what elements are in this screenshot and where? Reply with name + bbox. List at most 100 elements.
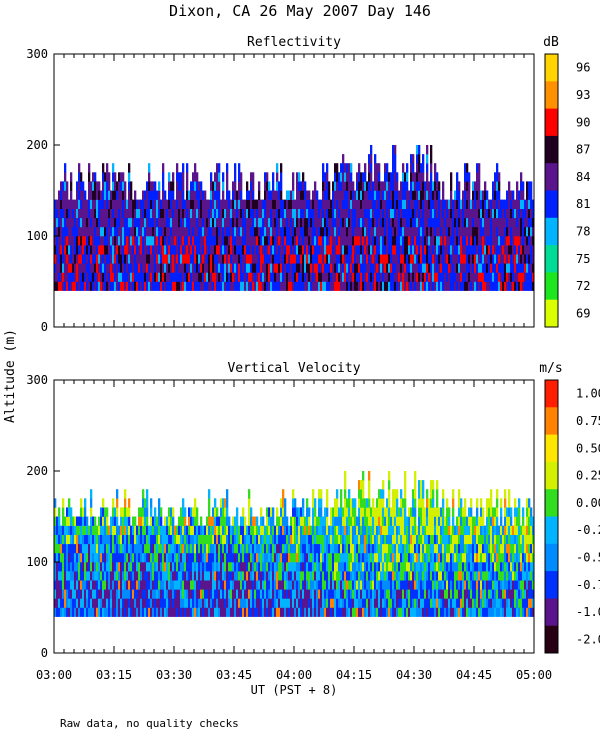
heatmap-cell bbox=[234, 571, 236, 580]
heatmap-cell bbox=[346, 598, 348, 607]
heatmap-cell bbox=[204, 282, 206, 291]
heatmap-cell bbox=[176, 218, 178, 227]
heatmap-cell bbox=[444, 282, 446, 291]
heatmap-cell bbox=[192, 580, 194, 589]
heatmap-cell bbox=[344, 163, 346, 172]
heatmap-cell bbox=[216, 589, 218, 598]
heatmap-cell bbox=[118, 553, 120, 562]
heatmap-cell bbox=[94, 608, 96, 617]
heatmap-cell bbox=[228, 209, 230, 218]
heatmap-cell bbox=[336, 608, 338, 617]
heatmap-cell bbox=[288, 191, 290, 200]
heatmap-cell bbox=[370, 562, 372, 571]
heatmap-cell bbox=[198, 553, 200, 562]
heatmap-cell bbox=[234, 589, 236, 598]
heatmap-cell bbox=[268, 589, 270, 598]
heatmap-cell bbox=[278, 218, 280, 227]
heatmap-cell bbox=[186, 562, 188, 571]
heatmap-cell bbox=[226, 535, 228, 544]
heatmap-cell bbox=[490, 282, 492, 291]
heatmap-cell bbox=[152, 553, 154, 562]
heatmap-cell bbox=[478, 227, 480, 236]
heatmap-cell bbox=[80, 181, 82, 190]
heatmap-cell bbox=[324, 172, 326, 181]
heatmap-cell bbox=[528, 209, 530, 218]
heatmap-cell bbox=[168, 507, 170, 516]
heatmap-cell bbox=[366, 562, 368, 571]
heatmap-cell bbox=[200, 209, 202, 218]
heatmap-cell bbox=[324, 535, 326, 544]
heatmap-cell bbox=[244, 272, 246, 281]
heatmap-cell bbox=[300, 254, 302, 263]
heatmap-cell bbox=[324, 589, 326, 598]
heatmap-cell bbox=[326, 254, 328, 263]
heatmap-cell bbox=[240, 181, 242, 190]
heatmap-cell bbox=[234, 172, 236, 181]
heatmap-cell bbox=[192, 589, 194, 598]
heatmap-cell bbox=[424, 218, 426, 227]
heatmap-cell bbox=[66, 580, 68, 589]
heatmap-cell bbox=[212, 553, 214, 562]
heatmap-cell bbox=[226, 200, 228, 209]
heatmap-cell bbox=[108, 598, 110, 607]
heatmap-cell bbox=[314, 598, 316, 607]
heatmap-cell bbox=[300, 580, 302, 589]
heatmap-cell bbox=[92, 562, 94, 571]
heatmap-cell bbox=[312, 489, 314, 498]
heatmap-cell bbox=[206, 535, 208, 544]
heatmap-cell bbox=[224, 272, 226, 281]
heatmap-cell bbox=[250, 200, 252, 209]
heatmap-cell bbox=[144, 263, 146, 272]
heatmap-cell bbox=[56, 263, 58, 272]
heatmap-cell bbox=[126, 526, 128, 535]
heatmap-cell bbox=[186, 553, 188, 562]
heatmap-cell bbox=[326, 571, 328, 580]
heatmap-cell bbox=[234, 553, 236, 562]
heatmap-cell bbox=[242, 589, 244, 598]
heatmap-cell bbox=[368, 272, 370, 281]
heatmap-cell bbox=[132, 282, 134, 291]
heatmap-cell bbox=[350, 598, 352, 607]
heatmap-cell bbox=[198, 272, 200, 281]
heatmap-cell bbox=[342, 544, 344, 553]
heatmap-cell bbox=[250, 218, 252, 227]
heatmap-cell bbox=[518, 200, 520, 209]
heatmap-cell bbox=[214, 272, 216, 281]
heatmap-cell bbox=[194, 282, 196, 291]
heatmap-cell bbox=[130, 562, 132, 571]
heatmap-cell bbox=[448, 218, 450, 227]
heatmap-cell bbox=[116, 254, 118, 263]
heatmap-cell bbox=[498, 236, 500, 245]
heatmap-cell bbox=[380, 263, 382, 272]
heatmap-cell bbox=[58, 544, 60, 553]
heatmap-cell bbox=[418, 236, 420, 245]
heatmap-cell bbox=[438, 181, 440, 190]
heatmap-cell bbox=[510, 209, 512, 218]
heatmap-cell bbox=[478, 209, 480, 218]
heatmap-cell bbox=[374, 282, 376, 291]
heatmap-cell bbox=[498, 282, 500, 291]
heatmap-cell bbox=[346, 544, 348, 553]
heatmap-cell bbox=[214, 507, 216, 516]
heatmap-cell bbox=[184, 562, 186, 571]
heatmap-cell bbox=[220, 544, 222, 553]
heatmap-cell bbox=[116, 282, 118, 291]
heatmap-cell bbox=[170, 580, 172, 589]
heatmap-cell bbox=[118, 598, 120, 607]
heatmap-cell bbox=[70, 571, 72, 580]
heatmap-cell bbox=[82, 608, 84, 617]
heatmap-cell bbox=[432, 254, 434, 263]
heatmap-cell bbox=[256, 517, 258, 526]
heatmap-cell bbox=[150, 498, 152, 507]
heatmap-cell bbox=[190, 507, 192, 516]
heatmap-cell bbox=[416, 236, 418, 245]
heatmap-cell bbox=[450, 191, 452, 200]
heatmap-cell bbox=[354, 227, 356, 236]
heatmap-cell bbox=[412, 227, 414, 236]
heatmap-cell bbox=[148, 544, 150, 553]
heatmap-cell bbox=[98, 227, 100, 236]
heatmap-cell bbox=[244, 517, 246, 526]
heatmap-cell bbox=[148, 526, 150, 535]
heatmap-cell bbox=[56, 580, 58, 589]
heatmap-cell bbox=[348, 200, 350, 209]
